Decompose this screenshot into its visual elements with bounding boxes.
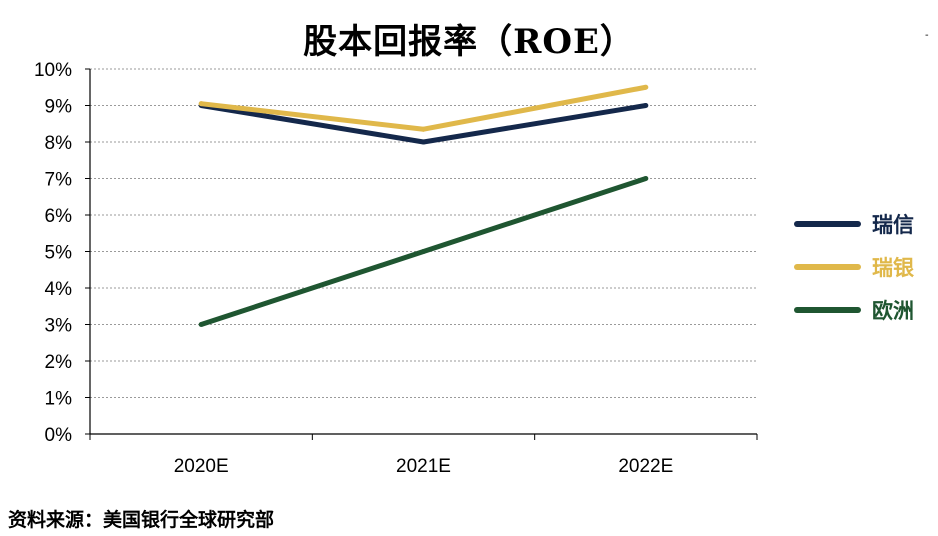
y-tick-label: 9% xyxy=(45,97,73,118)
axes xyxy=(85,68,758,440)
y-tick-label: 5% xyxy=(45,243,73,264)
data-point xyxy=(643,84,649,90)
legend-label: 瑞银 xyxy=(872,255,915,280)
y-tick-label: 3% xyxy=(45,316,73,337)
source-note: 资料来源：美国银行全球研究部 xyxy=(8,509,275,531)
series-line xyxy=(200,84,647,132)
y-tick-label: 8% xyxy=(45,133,73,154)
x-tick-label: 2022E xyxy=(618,456,673,477)
legend-label: 瑞信 xyxy=(872,212,914,237)
data-point xyxy=(421,139,426,145)
y-tick-label: 6% xyxy=(45,206,73,227)
y-tick-label: 7% xyxy=(45,170,73,191)
data-point xyxy=(198,322,204,327)
x-tick-label: 2021E xyxy=(396,456,451,477)
corner-mark: - xyxy=(925,30,929,41)
data-point xyxy=(421,126,426,132)
series-lines xyxy=(198,84,649,327)
data-point xyxy=(198,101,204,107)
x-tick-label: 2020E xyxy=(174,456,229,477)
data-point xyxy=(643,103,649,108)
y-tick-label: 1% xyxy=(45,389,73,410)
data-point xyxy=(643,176,649,181)
x-tick-labels: 2020E 2021E 2022E xyxy=(174,456,674,477)
data-point xyxy=(421,249,426,254)
y-tick-label: 0% xyxy=(45,425,73,446)
y-tick-labels: 0% 1% 2% 3% 4% 5% 6% 7% 8% 9% 10% xyxy=(34,60,72,446)
y-tick-label: 10% xyxy=(34,60,72,81)
legend-label: 欧洲 xyxy=(872,298,914,323)
chart-title: 股本回报率（ROE） xyxy=(303,22,635,62)
y-tick-label: 2% xyxy=(45,352,73,373)
y-tick-label: 4% xyxy=(45,279,73,300)
gridlines xyxy=(90,68,757,398)
